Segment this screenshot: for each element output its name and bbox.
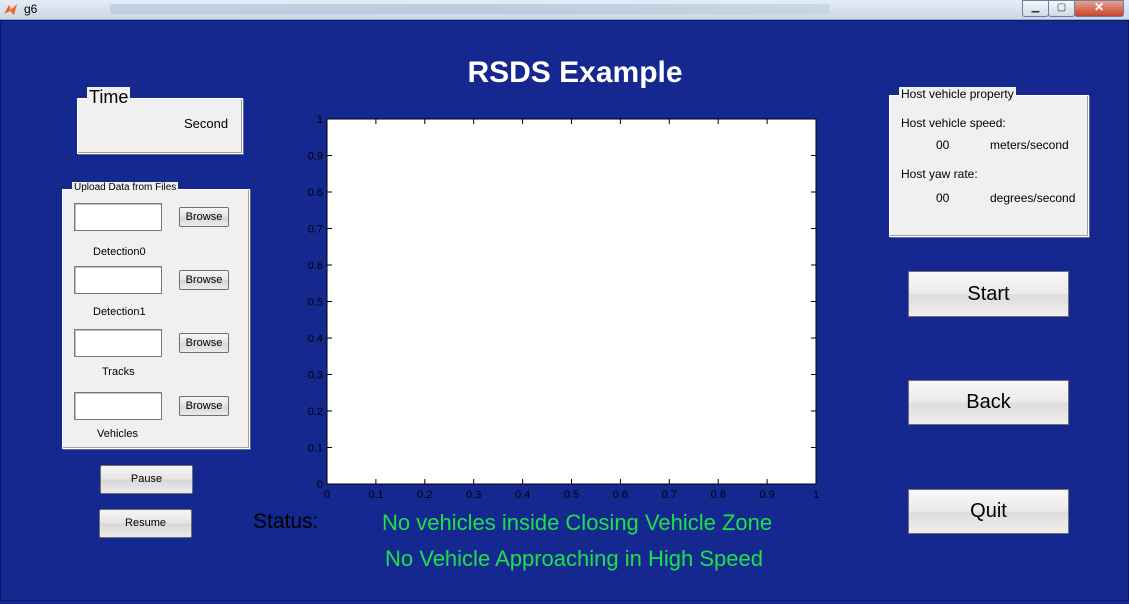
browse-detection0-button[interactable]: Browse [179, 207, 229, 227]
taskbar-strip [110, 4, 830, 14]
tracks-file-input[interactable] [74, 329, 162, 357]
host-yaw-unit: degrees/second [990, 191, 1076, 205]
host-vehicle-panel-title: Host vehicle property [899, 87, 1016, 101]
time-panel [77, 98, 243, 154]
page-title: RSDS Example [467, 56, 683, 89]
maximize-button[interactable]: ▢ [1048, 0, 1075, 17]
browse-tracks-button[interactable]: Browse [179, 333, 229, 353]
start-button[interactable]: Start [908, 271, 1069, 317]
host-yaw-value: 00 [936, 191, 950, 205]
close-button[interactable]: ✕ [1074, 0, 1124, 17]
status-label: Status: [253, 510, 319, 533]
upload-panel-title: Upload Data from Files [72, 182, 179, 194]
host-yaw-label: Host yaw rate: [901, 167, 978, 181]
status-message-zone: No vehicles inside Closing Vehicle Zone [382, 510, 773, 535]
host-vehicle-panel [889, 95, 1089, 237]
window-title: g6 [24, 2, 38, 16]
window-title-bar[interactable]: g6 ▁ ▢ ✕ [0, 0, 1129, 20]
host-speed-label: Host vehicle speed: [901, 116, 1006, 130]
browse-detection1-button[interactable]: Browse [179, 270, 229, 290]
detection0-label: Detection0 [93, 246, 146, 258]
detection0-file-input[interactable] [74, 203, 162, 231]
tracks-label: Tracks [102, 366, 135, 378]
detection1-label: Detection1 [93, 306, 146, 318]
time-unit-label: Second [184, 116, 229, 131]
resume-button[interactable]: Resume [99, 509, 192, 538]
host-speed-value: 00 [936, 138, 950, 152]
time-panel-title: Time [87, 87, 131, 107]
detection1-file-input[interactable] [74, 266, 162, 294]
status-message-speed: No Vehicle Approaching in High Speed [385, 546, 763, 571]
quit-button[interactable]: Quit [908, 489, 1069, 534]
browse-vehicles-button[interactable]: Browse [179, 396, 229, 416]
host-speed-unit: meters/second [990, 138, 1069, 152]
back-button[interactable]: Back [908, 380, 1069, 425]
minimize-button[interactable]: ▁ [1022, 0, 1049, 17]
matlab-logo-icon [4, 4, 17, 15]
pause-button[interactable]: Pause [100, 465, 193, 494]
vehicles-file-input[interactable] [74, 392, 162, 420]
vehicles-label: Vehicles [97, 428, 138, 440]
